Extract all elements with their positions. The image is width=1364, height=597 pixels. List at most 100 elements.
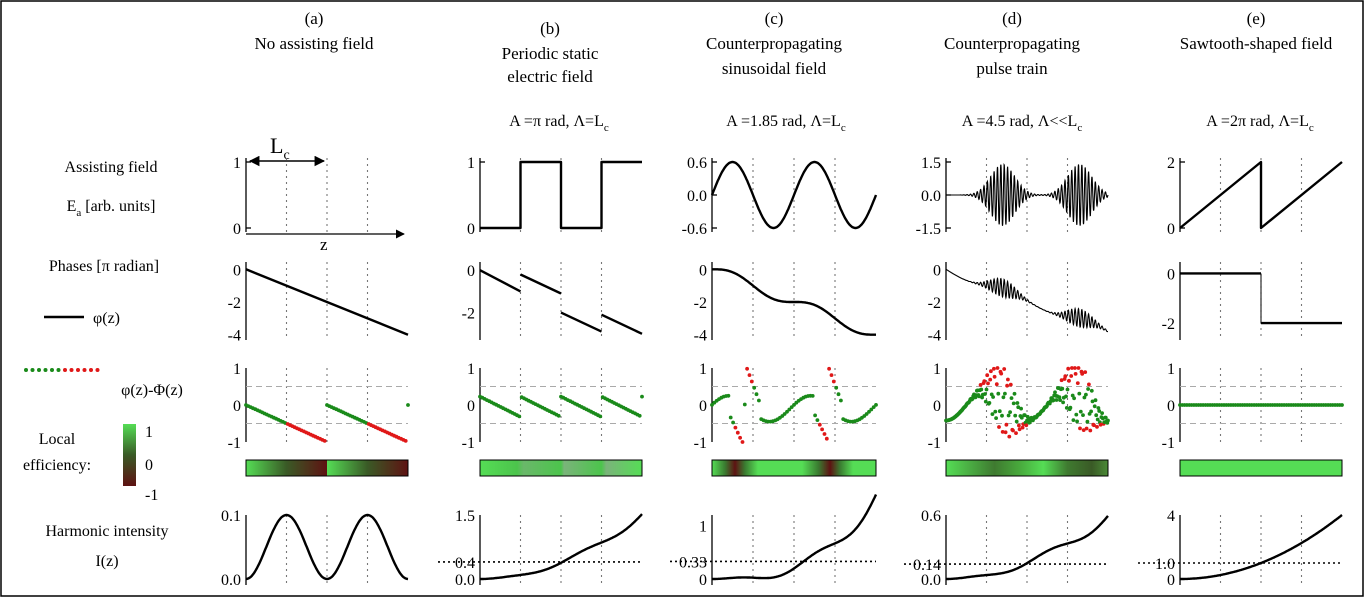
efficiency-strip-c [711,459,877,477]
pdiff-c-point-51 [829,373,834,377]
legend-dot-7 [69,368,74,372]
pdiff-d-point-210 [1098,422,1103,427]
pdiff-d-point-170 [1069,374,1074,378]
legend-dot-1 [30,368,35,372]
pdiff-d-point-92 [1011,401,1016,406]
panels: 10100.60.0-0.61.50.0-1.5200-2-40-20-2-40… [221,155,1344,589]
pdiff-d-point-100 [1017,427,1022,432]
col-b-label: (b) [540,19,560,38]
pdiff-d-point-166 [1066,366,1071,371]
field-c-sine [710,160,878,230]
col-d-label: (d) [1002,9,1022,28]
pdiff-d-point-176 [1073,372,1078,376]
pdiff-d-point-85 [1006,413,1011,418]
pdiff-b-point-52 [598,414,603,419]
pdiff-d-point-172 [1070,393,1075,398]
pdiff-d-point-203 [1093,398,1098,403]
pdiff-c-point-50 [827,366,831,371]
colorbar-tick-1: 1 [145,424,153,441]
pdiff-d-ytick-1: 0 [933,398,941,415]
intensity-c-ytick-2: 0 [699,572,707,589]
pdiff-e-point-70 [1340,403,1344,407]
pdiff-c-point-7 [726,393,731,398]
pdiff-d-point-157 [1059,378,1064,383]
pdiff-d-point-66 [992,374,997,379]
phase-a-line [245,268,409,336]
pdiff-panel-d: 1 0 -1 [928,361,1110,452]
pdiff-d-point-95 [1014,431,1018,435]
pdiff-d-point-79 [1002,367,1007,371]
pdiff-a-point-70 [406,403,410,407]
pdiff-c-point-48 [822,432,827,436]
pdiff-d-point-61 [989,369,993,374]
field-d-ytick-2: -1.5 [916,221,941,238]
field-a-ytick-1: 0 [233,221,241,238]
pdiff-c-point-13 [740,440,745,444]
pdiff-d-point-189 [1083,370,1088,374]
pdiff-d-point-82 [1004,422,1009,427]
phase-b-segment-1 [519,273,562,295]
pdiff-c-point-70 [874,403,878,407]
intensity-a-ytick-0: 0.1 [221,508,241,525]
pdiff-c-point-9 [731,420,735,425]
pdiff-c-point-68 [869,407,874,412]
pdiff-c-ytick-1: 0 [699,398,707,415]
field-panel-d: 1.5 0.0 -1.5 [916,155,1109,238]
col-c-title-1: Counterpropagating [706,34,842,53]
intensity-b-curve [479,513,643,581]
pdiff-c-point-45 [815,418,820,422]
col-d-title-1: Counterpropagating [944,34,1080,53]
pdiff-c-point-47 [820,427,824,432]
pdiff-d-point-80 [1003,391,1007,396]
column-headers: (a) No assisting field (b) Periodic stat… [255,9,1333,134]
pdiff-d-point-98 [1016,405,1021,410]
pdiff-c-point-17 [749,379,754,384]
pdiff-d-point-173 [1071,418,1076,422]
pdiff-d-point-186 [1081,413,1085,417]
pdiff-d-point-193 [1086,387,1090,391]
pdiff-d-point-208 [1097,409,1102,413]
pdiff-d-point-97 [1015,401,1020,405]
col-b-params: A =π rad, Λ=Lc [509,113,609,134]
field-c-ytick-1: 0.0 [687,188,707,205]
pdiff-c-ytick-0: 1 [699,361,707,378]
pdiff-c-point-20 [757,398,761,403]
col-c-params: A =1.85 rad, Λ=Lc [726,113,846,134]
field-d-pulse-train [946,162,1109,226]
pdiff-d-ytick-2: -1 [928,435,941,452]
pdiff-c-point-16 [747,373,752,377]
pdiff-b-ytick-1: 0 [467,398,475,415]
pdiff-d-point-65 [992,366,996,371]
pdiff-a-ytick-1: 0 [233,398,241,415]
col-b-title-1: Periodic static [502,44,599,63]
col-b-title-2: electric field [507,67,593,86]
pdiff-c-point-53 [834,385,839,390]
col-e-title: Sawtooth-shaped field [1180,34,1333,53]
pdiff-d-point-150 [1054,398,1059,402]
pdiff-d-ytick-0: 1 [933,361,941,378]
phase-difference-legend-label: φ(z)-Φ(z) [121,382,183,399]
intensity-row-symbol: I(z) [95,553,118,570]
pdiff-c-ytick-2: -1 [694,435,707,452]
pdiff-d-point-91 [1011,428,1015,433]
field-row-label: Assisting field [65,159,158,176]
pdiff-d-point-68 [994,416,998,420]
pdiff-d-point-198 [1089,388,1094,393]
local-efficiency-label-1: Local [39,431,76,448]
pdiff-d-point-217 [1103,415,1108,420]
legend-dot-6 [63,368,67,372]
pdiff-d-point-183 [1078,409,1083,414]
pdiff-d-point-52 [982,379,987,384]
phase-c-ytick-1: -2 [694,295,707,312]
phase-b-segment-2 [560,311,603,333]
legend-dot-8 [76,368,80,372]
pdiff-d-point-205 [1095,425,1099,429]
phase-difference-legend-dots [24,368,100,372]
pdiff-d-point-162 [1063,374,1068,379]
pdiff-d-point-53 [983,392,987,396]
pdiff-d-point-55 [984,387,989,392]
phase-c-curve [711,268,877,336]
pdiff-d-point-96 [1014,419,1019,424]
pdiff-c-point-43 [810,394,815,398]
